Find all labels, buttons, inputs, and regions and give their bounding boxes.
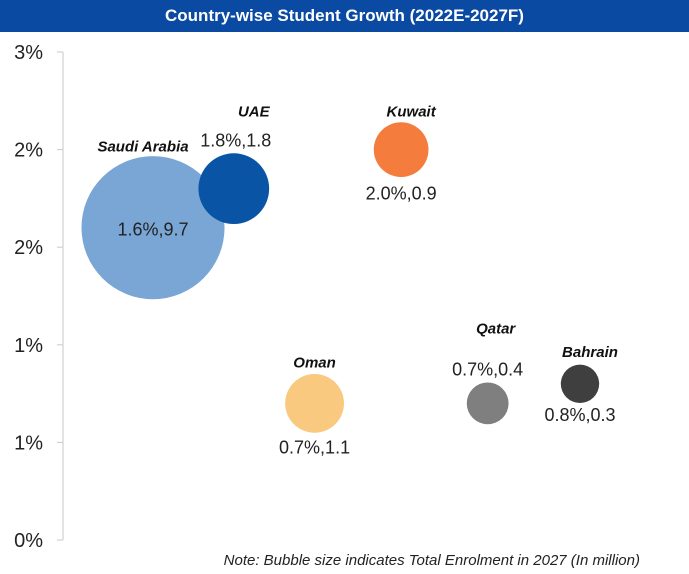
y-tick-label: 2% bbox=[14, 237, 43, 259]
bubbles bbox=[81, 122, 600, 433]
bubble-kuwait bbox=[373, 122, 429, 177]
chart-note: Note: Bubble size indicates Total Enrolm… bbox=[224, 552, 640, 569]
country-label-bahrain: Bahrain bbox=[562, 344, 618, 361]
bubble-qatar bbox=[466, 382, 509, 425]
country-label-kuwait: Kuwait bbox=[387, 104, 437, 121]
data-label-bahrain: 0.8%,0.3 bbox=[544, 405, 615, 425]
country-label-oman: Oman bbox=[293, 354, 336, 371]
bubble-saudi-arabia bbox=[81, 156, 225, 300]
y-tick-label: 2% bbox=[14, 140, 43, 162]
data-label-oman: 0.7%,1.1 bbox=[279, 437, 350, 457]
country-label-qatar: Qatar bbox=[476, 320, 516, 337]
country-label-saudi-arabia: Saudi Arabia bbox=[97, 139, 188, 156]
data-label-saudi-arabia: 1.6%,9.7 bbox=[117, 220, 188, 240]
y-tick-label: 1% bbox=[14, 432, 43, 454]
data-label-uae: 1.8%,1.8 bbox=[200, 131, 271, 151]
data-label-kuwait: 2.0%,0.9 bbox=[366, 184, 437, 204]
chart-title: Country-wise Student Growth (2022E-2027F… bbox=[0, 0, 689, 32]
data-label-qatar: 0.7%,0.4 bbox=[452, 359, 523, 379]
axes: 0% 1% 1% 2% 2% 3% bbox=[14, 42, 64, 552]
y-tick-label: 1% bbox=[14, 335, 43, 357]
bubble-oman bbox=[285, 373, 344, 433]
bubble-bahrain bbox=[560, 364, 600, 404]
y-tick-label: 3% bbox=[14, 42, 43, 64]
y-tick-label: 0% bbox=[14, 530, 43, 552]
labels: Saudi Arabia 1.6%,9.7 UAE 1.8%,1.8 Kuwait 2.0… bbox=[97, 104, 617, 458]
country-label-uae: UAE bbox=[238, 104, 271, 121]
bubble-uae bbox=[198, 153, 270, 225]
bubble-chart: 0% 1% 1% 2% 2% 3% Saudi Arabia 1.6%,9.7 UAE 1.8%… bbox=[14, 42, 640, 569]
